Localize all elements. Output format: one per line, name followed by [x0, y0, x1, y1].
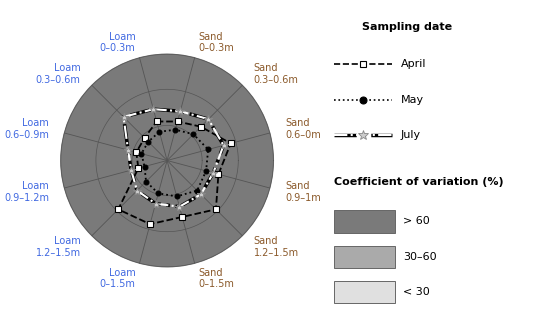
Circle shape — [61, 54, 273, 267]
Text: Sand
0.9–1m: Sand 0.9–1m — [285, 181, 321, 203]
Circle shape — [96, 89, 238, 232]
Bar — [334, 246, 395, 268]
Bar — [334, 210, 395, 233]
Text: Coefficient of variation (%): Coefficient of variation (%) — [334, 177, 504, 187]
Text: Loam
0.3–0.6m: Loam 0.3–0.6m — [36, 63, 81, 85]
Text: Loam
0–0.3m: Loam 0–0.3m — [100, 32, 135, 53]
Text: Sand
0–0.3m: Sand 0–0.3m — [199, 32, 234, 53]
Text: 30–60: 30–60 — [403, 252, 437, 262]
Text: Sand
0.6–0m: Sand 0.6–0m — [285, 118, 321, 140]
Text: Loam
1.2–1.5m: Loam 1.2–1.5m — [36, 236, 81, 258]
Bar — [334, 281, 395, 303]
Text: Loam
0.6–0.9m: Loam 0.6–0.9m — [4, 118, 49, 140]
Text: April: April — [401, 59, 426, 69]
Text: Sand
1.2–1.5m: Sand 1.2–1.5m — [253, 236, 299, 258]
Text: > 60: > 60 — [403, 216, 430, 227]
Text: Sand
0.3–0.6m: Sand 0.3–0.6m — [253, 63, 299, 85]
Text: Sand
0–1.5m: Sand 0–1.5m — [199, 268, 234, 289]
Text: Loam
0.9–1.2m: Loam 0.9–1.2m — [4, 181, 49, 203]
Text: < 30: < 30 — [403, 287, 430, 297]
Circle shape — [132, 126, 202, 195]
Text: May: May — [401, 94, 424, 105]
Text: Loam
0–1.5m: Loam 0–1.5m — [100, 268, 135, 289]
Text: July: July — [401, 130, 421, 140]
Text: Sampling date: Sampling date — [362, 22, 452, 32]
